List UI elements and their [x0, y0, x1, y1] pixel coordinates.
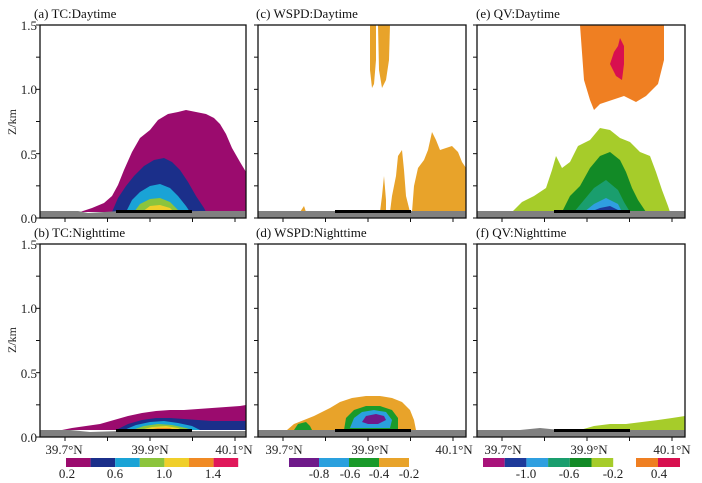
- cb-tc-swatch-3: [139, 458, 165, 467]
- panel-title-c: (c) WSPD:Daytime: [256, 6, 358, 21]
- xtick-b-40.1: 40.1°N: [215, 442, 253, 457]
- cb-tc-label-0.2: 0.2: [59, 466, 75, 481]
- cb-wspd-label--0.8: -0.8: [309, 466, 330, 481]
- panel-title-d: (d) WSPD:Nighttime: [256, 225, 367, 240]
- panel-c: [258, 25, 466, 218]
- cb-qv-label--1.0: -1.0: [516, 466, 537, 481]
- wspd-c-level-0.2-upper2: [378, 25, 390, 88]
- panel-a: [40, 110, 246, 218]
- cb-tc-swatch-4: [164, 458, 189, 467]
- cb-qv-swatch-4: [569, 458, 592, 467]
- cb-qv-swatch-1: [504, 458, 527, 467]
- cb-qv-swatch-5: [591, 458, 614, 467]
- terrain-b: [40, 430, 246, 437]
- cb-tc-label-0.6: 0.6: [107, 466, 124, 481]
- frame-f: [476, 243, 686, 438]
- wspd-d-level-0.8: [362, 414, 386, 424]
- cb-qv-pos-swatch-0: [636, 458, 658, 467]
- cb-qv-label--0.2: -0.2: [603, 466, 624, 481]
- qv-f-level-neg-0.2: [580, 416, 685, 430]
- wspd-c-level-0.2-small: [380, 176, 386, 212]
- xtick-d-39.7: 39.7°N: [265, 442, 303, 457]
- cb-wspd-swatch-2: [349, 458, 379, 467]
- cb-qv-label--0.6: -0.6: [559, 466, 580, 481]
- cb-tc-swatch-1: [90, 458, 116, 467]
- ytick-a-1.5: 1.5: [21, 18, 37, 33]
- cb-tc-label-1.0: 1.0: [156, 466, 172, 481]
- xtick-d-39.9: 39.9°N: [351, 442, 389, 457]
- ytick-b-0.5: 0.5: [21, 366, 37, 381]
- urban-bar-e: [554, 210, 630, 213]
- cb-wspd-swatch-3: [379, 458, 409, 467]
- cb-tc-swatch-0: [66, 458, 91, 467]
- urban-bar-a: [116, 210, 192, 213]
- cb-qv-pos-swatch-1: [658, 458, 680, 467]
- xtick-b-39.9: 39.9°N: [131, 442, 169, 457]
- panel-title-b: (b) TC:Nighttime: [34, 225, 125, 240]
- cb-qv-swatch-2: [526, 458, 549, 467]
- xtick-f-39.9: 39.9°N: [570, 442, 608, 457]
- ytick-a-0.0: 0.0: [21, 211, 37, 226]
- qv-e-level-pos-0.4: [610, 38, 624, 80]
- cb-tc-swatch-2: [115, 458, 140, 467]
- cb-tc-swatch-6: [213, 458, 239, 467]
- cb-wspd-label--0.4: -0.4: [369, 466, 390, 481]
- cb-qv-swatch-3: [548, 458, 570, 467]
- xtick-f-39.7: 39.7°N: [484, 442, 522, 457]
- cb-tc-label-1.4: 1.4: [205, 466, 222, 481]
- wspd-c-level-0.2-lower: [390, 150, 410, 212]
- urban-bar-c: [335, 210, 411, 213]
- y-axis-label-top: Z/km: [5, 108, 19, 135]
- wspd-c-level-0.2-right: [412, 132, 466, 212]
- terrain-c: [258, 211, 466, 218]
- panel-d: [258, 396, 466, 437]
- panel-title-e: (e) QV:Daytime: [476, 6, 560, 21]
- cb-wspd-label--0.2: -0.2: [399, 466, 420, 481]
- ytick-b-1.0: 1.0: [21, 301, 37, 316]
- ytick-a-1.0: 1.0: [21, 82, 37, 97]
- panel-e: [477, 25, 685, 218]
- colorbar-qv: [483, 458, 680, 467]
- terrain-f: [477, 428, 685, 437]
- panel-title-a: (a) TC:Daytime: [34, 6, 117, 21]
- axis-ticks: [36, 24, 673, 441]
- cb-tc-swatch-5: [189, 458, 214, 467]
- colorbar-tc: [66, 458, 239, 467]
- colorbar-wspd: [289, 458, 409, 467]
- xtick-f-40.1: 40.1°N: [653, 442, 691, 457]
- wspd-c-level-0.2-upper1: [370, 25, 376, 88]
- panel-f: [477, 416, 685, 437]
- urban-bar-b: [116, 429, 192, 432]
- cb-wspd-swatch-0: [289, 458, 319, 467]
- ytick-b-0.0: 0.0: [21, 430, 37, 445]
- ytick-b-1.5: 1.5: [21, 237, 37, 252]
- terrain-d: [258, 430, 466, 437]
- ytick-a-0.5: 0.5: [21, 147, 37, 162]
- cb-wspd-swatch-1: [319, 458, 349, 467]
- xtick-b-39.7: 39.7°N: [45, 442, 83, 457]
- urban-bar-d: [335, 429, 411, 432]
- cb-qv-label-0.4: 0.4: [651, 466, 668, 481]
- terrain-e: [477, 211, 685, 218]
- terrain-a: [40, 211, 246, 218]
- panel-title-f: (f) QV:Nighttime: [476, 225, 567, 240]
- wspd-c-level-0.2-left: [300, 206, 306, 212]
- cb-wspd-label--0.6: -0.6: [340, 466, 361, 481]
- xtick-d-40.1: 40.1°N: [435, 442, 473, 457]
- y-axis-label-bottom: Z/km: [5, 326, 19, 353]
- urban-bar-f: [554, 429, 630, 432]
- cb-qv-swatch-0: [483, 458, 505, 467]
- panel-b: [40, 405, 246, 437]
